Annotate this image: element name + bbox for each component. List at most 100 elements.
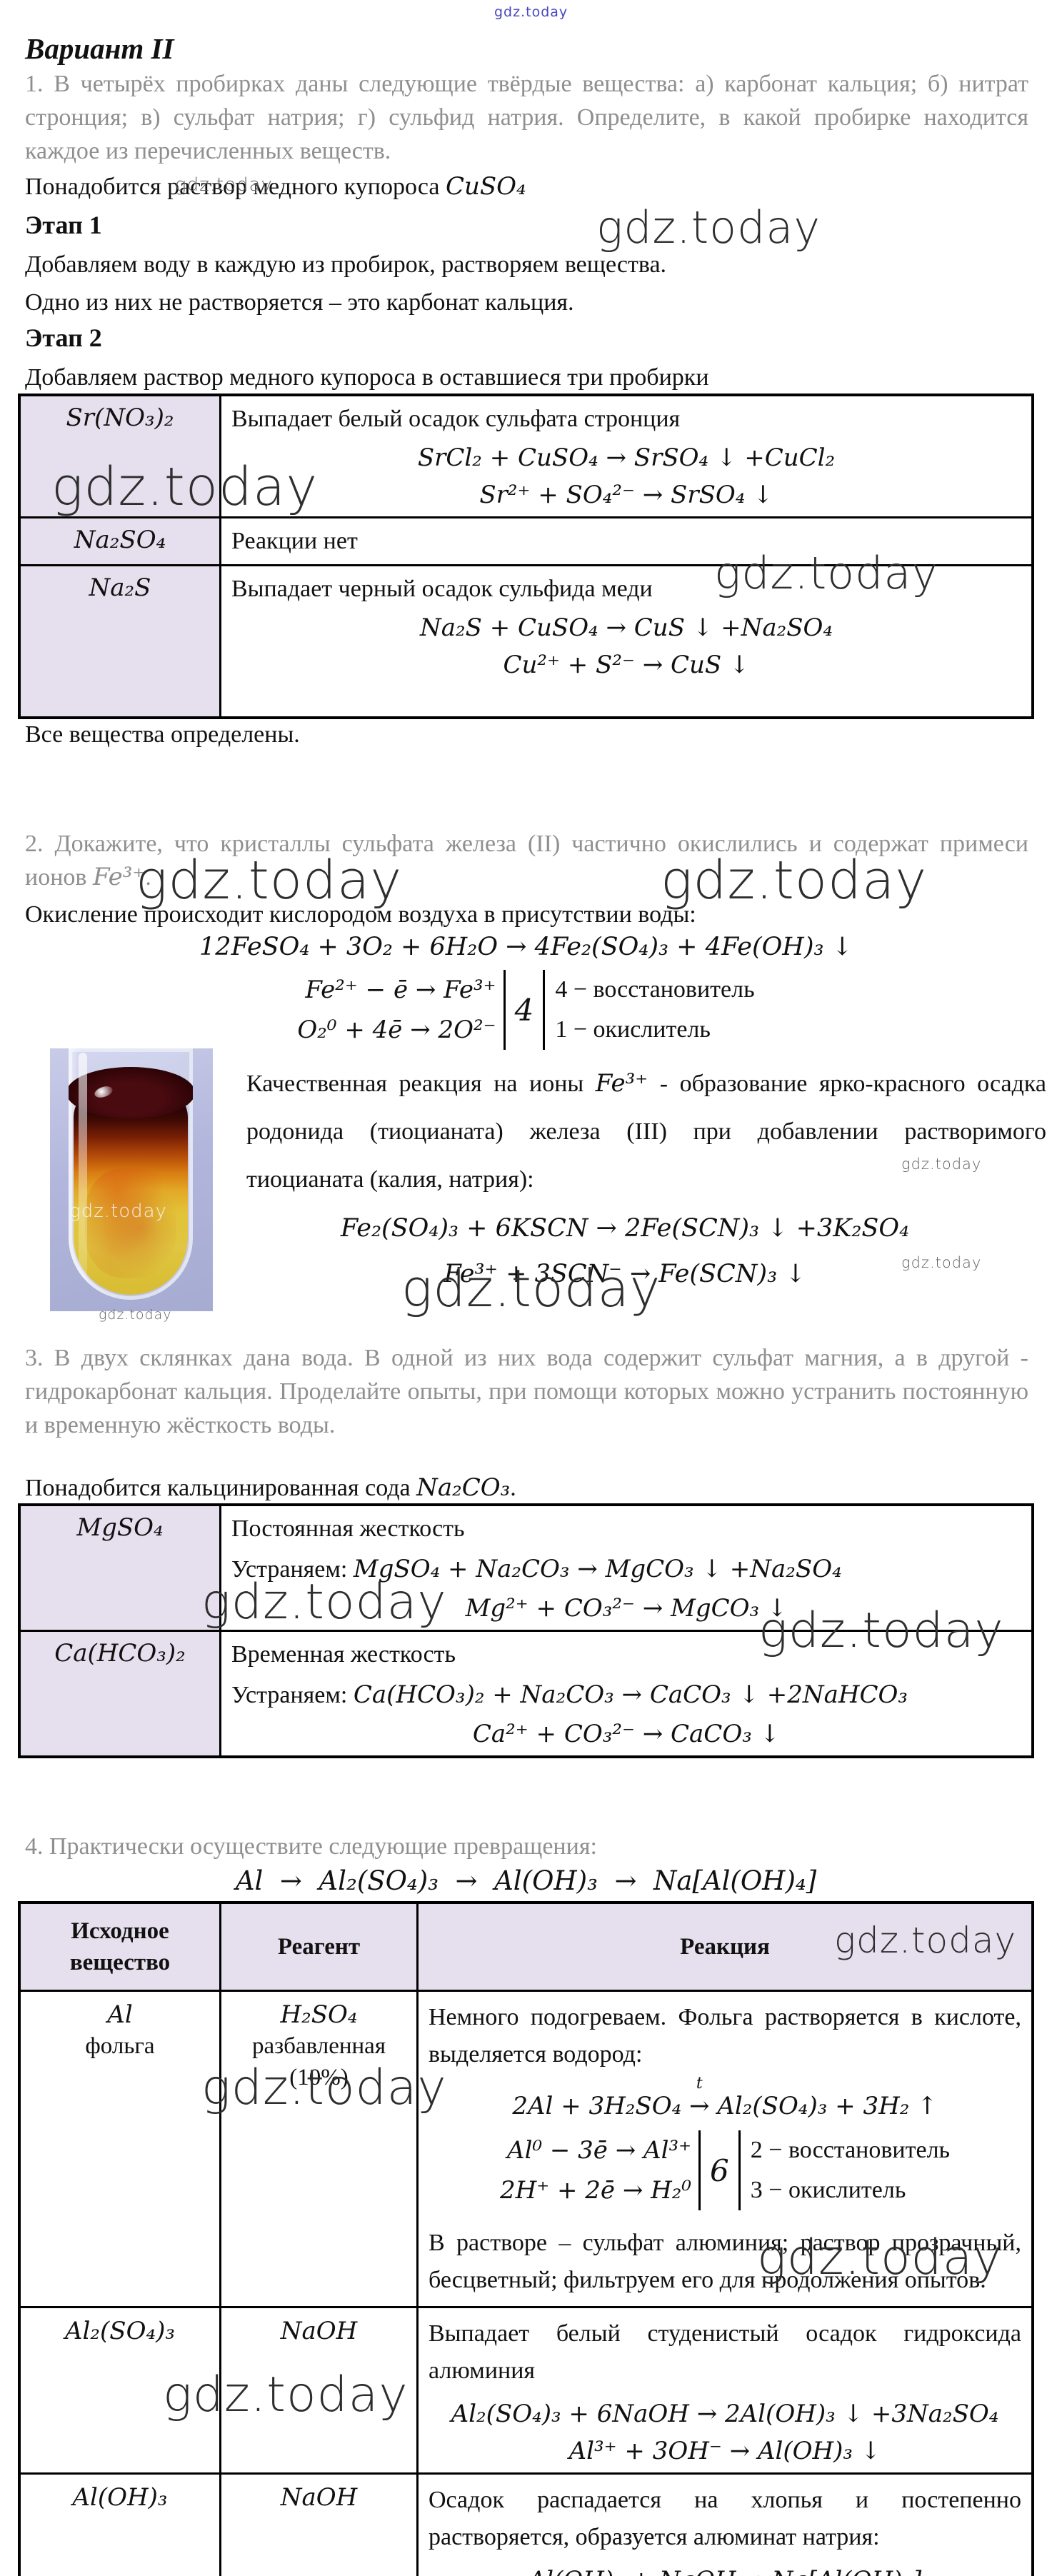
reaction-desc: Выпадает черный осадок сульфида меди bbox=[231, 576, 653, 602]
arrow: → bbox=[689, 2092, 710, 2120]
fix-line: Устраняем: MgSO₄ + Na₂CO₃ → MgCO₃ ↓ +Na₂… bbox=[231, 1553, 1021, 1585]
reaction-desc: Выпадает белый студенистый осадок гидрок… bbox=[429, 2320, 1021, 2384]
watermark-gdz: gdz.today bbox=[163, 2367, 409, 2423]
reaction-desc: Немного подогреваем. Фольга растворяется… bbox=[429, 2004, 1021, 2068]
temperature-mark: t bbox=[696, 2075, 703, 2093]
reagent-formula: H₂SO₄ bbox=[280, 2000, 358, 2029]
fix-equation: MgSO₄ + Na₂CO₃ → MgCO₃ ↓ +Na₂SO₄ bbox=[353, 1555, 842, 1583]
equation-left: 2Al + 3H₂SO₄ bbox=[512, 2092, 690, 2120]
table-header-row: Исходное вещество Реагент Реакция bbox=[18, 1901, 1034, 1992]
equation-kscn-ionic: Fe³⁺ + 3SCN⁻ → Fe(SCN)₃ ↓ bbox=[444, 1260, 806, 1288]
table-row: Na₂SO₄ Реакции нет bbox=[18, 516, 1034, 566]
equation-ionic: Cu²⁺ + S²⁻ → CuS ↓ bbox=[503, 651, 750, 679]
reaction-desc: Реакции нет bbox=[231, 528, 358, 554]
reaction-cell: Выпадает белый студенистый осадок гидрок… bbox=[416, 2306, 1034, 2475]
electron-balance: Al⁰ − 3ē → Al³⁺ 2H⁺ + 2ē → H₂⁰ 6 2 − вос… bbox=[500, 2130, 950, 2210]
watermark-gdz: gdz.today bbox=[99, 1307, 172, 1323]
half-reaction-block: Fe²⁺ − ē → Fe³⁺ O₂⁰ + 4ē → 2O²⁻ 4 4 − во… bbox=[0, 970, 1052, 1050]
para-text-2: - образование ярко-красного осадка родон… bbox=[246, 1071, 1046, 1193]
table-row: Sr(NO₃)₂ Выпадает белый осадок сульфата … bbox=[18, 394, 1034, 518]
test-tube bbox=[69, 1048, 193, 1300]
substance-cell: Al фольга bbox=[18, 1990, 221, 2308]
table-row: Al(OH)₃ NaOH Осадок распадается на хлопь… bbox=[18, 2472, 1034, 2576]
watermark-gdz: gdz.today bbox=[901, 1156, 982, 1173]
oxidizer-label: 3 − окислитель bbox=[750, 2177, 906, 2203]
half-reaction-reduced: O₂⁰ + 4ē → 2O²⁻ bbox=[297, 1016, 496, 1044]
reaction-cell: Реакции нет bbox=[219, 516, 1034, 566]
reaction-cell: Немного подогреваем. Фольга растворяется… bbox=[416, 1990, 1034, 2308]
half-reaction-reduced: 2H⁺ + 2ē → H₂⁰ bbox=[499, 2176, 692, 2205]
transformation-chain: Al → Al₂(SO₄)₃ → Al(OH)₃ → Na[Al(OH)₄] bbox=[235, 1865, 817, 1896]
page-title: Вариант II bbox=[25, 32, 174, 65]
half-reaction-block: Al⁰ − 3ē → Al³⁺ 2H⁺ + 2ē → H₂⁰ 6 2 − вос… bbox=[429, 2130, 1021, 2210]
reaction-cell: Постоянная жесткость Устраняем: MgSO₄ + … bbox=[219, 1503, 1034, 1632]
table-row: Ca(HCO₃)₂ Временная жесткость Устраняем:… bbox=[18, 1630, 1034, 1758]
substance-cell: Na₂SO₄ bbox=[18, 516, 221, 566]
half-reaction-oxidized: Al⁰ − 3ē → Al³⁺ bbox=[507, 2136, 692, 2165]
reaction-desc: Осадок распадается на хлопья и постепенн… bbox=[429, 2487, 1021, 2550]
table-transformations: Исходное вещество Реагент Реакция Al фол… bbox=[18, 1901, 1034, 2576]
stage-1-line-2: Одно из них не растворяется – это карбон… bbox=[25, 289, 574, 316]
qualitative-reaction-paragraph: Качественная реакция на ионы Fe³⁺ - обра… bbox=[246, 1060, 1046, 1203]
formula-na2co3: Na₂CO₃ bbox=[416, 1473, 511, 1502]
question-4: 4. Практически осуществите следующие пре… bbox=[25, 1833, 597, 1860]
watermark-gdz: gdz.today bbox=[661, 850, 928, 911]
equation-ionic: Sr²⁺ + SO₄²⁻ → SrSO₄ ↓ bbox=[479, 481, 773, 509]
need-line-2: Понадобится кальцинированная сода Na₂CO₃… bbox=[25, 1471, 516, 1505]
need-line-1: Понадобится раствор медного купороса CuS… bbox=[25, 170, 526, 204]
test-tube-photo bbox=[50, 1048, 213, 1311]
question-2-text: 2. Докажите, что кристаллы сульфата желе… bbox=[25, 831, 1028, 891]
reagent-cell: NaOH bbox=[219, 2306, 419, 2475]
fix-label: Устраняем: bbox=[231, 1682, 354, 1708]
equation-ionic: Ca²⁺ + CO₃²⁻ → CaCO₃ ↓ bbox=[472, 1720, 781, 1748]
equation-right: Al₂(SO₄)₃ + 3H₂ ↑ bbox=[709, 2092, 938, 2120]
thiocyanate-liquid bbox=[69, 1067, 193, 1295]
para-text: Качественная реакция на ионы bbox=[246, 1071, 596, 1097]
need-period: . bbox=[510, 1475, 516, 1501]
watermark-gdz: gdz.today bbox=[136, 850, 403, 911]
half-reactions: Fe²⁺ − ē → Fe³⁺ O₂⁰ + 4ē → 2O²⁻ bbox=[297, 970, 503, 1050]
watermark-gdz: gdz.today bbox=[201, 1574, 447, 1630]
substance-cell: Ca(HCO₃)₂ bbox=[18, 1630, 221, 1758]
common-multiple: 6 bbox=[698, 2130, 741, 2210]
table-row: Al фольга H₂SO₄ разбавленная (10%) Немно… bbox=[18, 1990, 1034, 2308]
watermark-gdz: gdz.today bbox=[401, 1258, 661, 1318]
reducer-label: 4 − восстановитель bbox=[555, 976, 755, 1003]
stage-2-line: Добавляем раствор медного купороса в ост… bbox=[25, 364, 709, 391]
electron-balance: Fe²⁺ − ē → Fe³⁺ O₂⁰ + 4ē → 2O²⁻ 4 4 − во… bbox=[297, 970, 755, 1050]
header-reagent: Реагент bbox=[219, 1901, 419, 1992]
formula-fe3: Fe³⁺ bbox=[92, 863, 146, 891]
equation: SrCl₂ + CuSO₄ → SrSO₄ ↓ +CuCl₂ bbox=[417, 443, 836, 472]
table-row: Na₂S Выпадает черный осадок сульфида мед… bbox=[18, 564, 1034, 719]
reagent-cell: H₂SO₄ разбавленная (10%) bbox=[219, 1990, 419, 2308]
substance-cell: Al₂(SO₄)₃ bbox=[18, 2306, 221, 2475]
balance-labels: 2 − восстановитель 3 − окислитель bbox=[741, 2130, 950, 2210]
reducer-label: 2 − восстановитель bbox=[750, 2137, 951, 2163]
table-row: MgSO₄ Постоянная жесткость Устраняем: Mg… bbox=[18, 1503, 1034, 1632]
question-2: 2. Докажите, что кристаллы сульфата желе… bbox=[25, 827, 1028, 894]
need-text: Понадобится кальцинированная сода bbox=[25, 1475, 417, 1501]
watermark-gdz: gdz.today bbox=[757, 2230, 1003, 2286]
substance-cell: Na₂S bbox=[18, 564, 221, 719]
stage-1-line-1: Добавляем воду в каждую из пробирок, рас… bbox=[25, 251, 667, 278]
half-reactions: Al⁰ − 3ē → Al³⁺ 2H⁺ + 2ē → H₂⁰ bbox=[500, 2130, 698, 2210]
table-row: Al₂(SO₄)₃ NaOH Выпадает белый студенисты… bbox=[18, 2306, 1034, 2475]
equation-heated: 2Al + 3H₂SO₄ → t Al₂(SO₄)₃ + 3H₂ ↑ bbox=[429, 2075, 1021, 2120]
need-text: Понадобится раствор медного купороса bbox=[25, 174, 446, 200]
common-multiple: 4 bbox=[503, 970, 546, 1050]
table-hardness: MgSO₄ Постоянная жесткость Устраняем: Mg… bbox=[18, 1503, 1034, 1758]
half-reaction-oxidized: Fe²⁺ − ē → Fe³⁺ bbox=[305, 976, 496, 1004]
reaction-cell: Временная жесткость Устраняем: Ca(HCO₃)₂… bbox=[219, 1630, 1034, 1758]
reagent-note: разбавленная bbox=[251, 2033, 386, 2059]
equation-feso4: 12FeSO₄ + 3O₂ + 6H₂O → 4Fe₂(SO₄)₃ + 4Fe(… bbox=[199, 933, 853, 961]
reagent-formula: NaOH bbox=[280, 2483, 358, 2512]
question-2-period: . bbox=[145, 864, 151, 891]
substance-cell: MgSO₄ bbox=[18, 1503, 221, 1632]
conclusion-1: Все вещества определены. bbox=[25, 721, 300, 748]
question-1: 1. В четырёх пробирках даны следующие тв… bbox=[25, 71, 1028, 164]
substance-cell: Sr(NO₃)₂ bbox=[18, 394, 221, 518]
equation-kscn: Fe₂(SO₄)₃ + 6KSCN → 2Fe(SCN)₃ ↓ +3K₂SO₄ bbox=[340, 1214, 910, 1243]
watermark-gdz: gdz.today bbox=[714, 547, 939, 599]
glass-shine bbox=[79, 1053, 87, 1281]
